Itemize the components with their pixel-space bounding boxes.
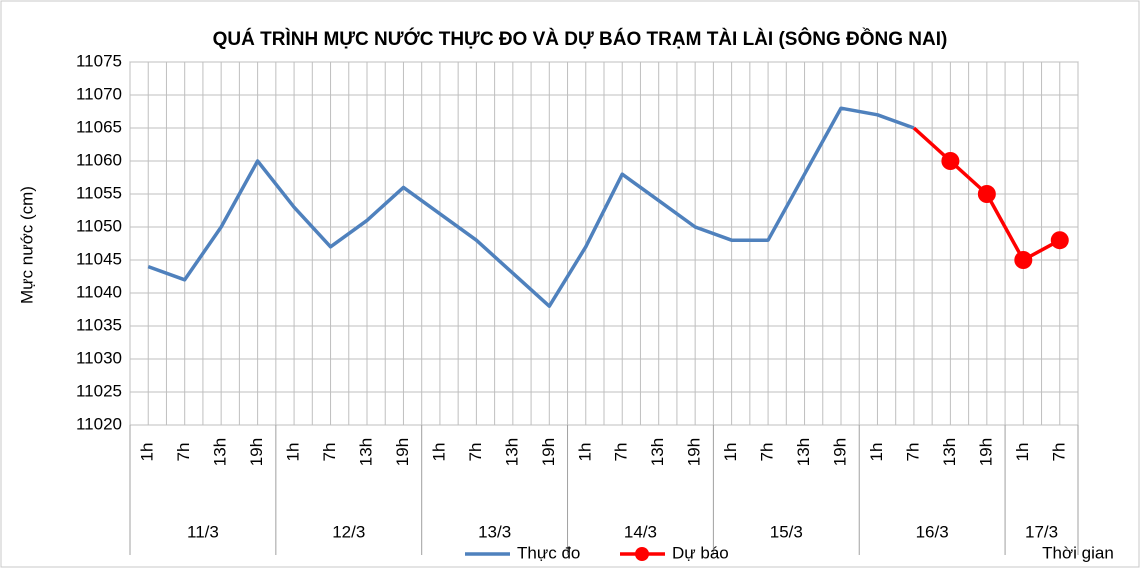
x-tick-label: 19h — [539, 438, 558, 466]
x-tick-label: 1h — [575, 443, 594, 462]
series-line — [147, 106, 915, 308]
x-tick-label: 7h — [758, 443, 777, 462]
legend-label: Thực đo — [517, 543, 580, 562]
y-tick-label: 11050 — [76, 216, 122, 235]
y-tick-label: 11065 — [76, 117, 122, 136]
y-tick-label: 11020 — [76, 414, 122, 433]
y-tick-label: 11045 — [76, 249, 122, 268]
x-tick-label: 13h — [940, 438, 959, 466]
y-tick-label: 11035 — [76, 315, 122, 334]
y-tick-label: 11055 — [76, 183, 122, 202]
y-tick-label: 11060 — [76, 150, 122, 169]
y-axis-label: Mực nước (cm) — [17, 186, 36, 304]
x-tick-label: 19h — [976, 438, 995, 466]
x-tick-label: 1h — [1013, 443, 1032, 462]
x-tick-label: 13h — [648, 438, 667, 466]
day-label: 13/3 — [478, 522, 511, 541]
x-tick-label: 13h — [502, 438, 521, 466]
x-tick-label: 13h — [794, 438, 813, 466]
x-tick-label: 7h — [174, 443, 193, 462]
x-tick-label: 1h — [721, 443, 740, 462]
x-tick-label: 7h — [612, 443, 631, 462]
x-tick-label: 1h — [284, 443, 303, 462]
day-label: 11/3 — [187, 522, 219, 541]
x-tick-label: 19h — [830, 438, 849, 466]
point — [1014, 251, 1033, 269]
x-tick-label: 7h — [320, 443, 339, 462]
legend-label: Dự báo — [672, 543, 729, 562]
day-label: 15/3 — [770, 522, 803, 541]
day-label: 17/3 — [1025, 522, 1058, 541]
y-tick-label: 11070 — [76, 84, 122, 103]
x-tick-label: 1h — [138, 443, 157, 462]
y-tick-label: 11030 — [76, 348, 122, 367]
day-label: 12/3 — [332, 522, 365, 541]
x-tick-label: 7h — [1049, 443, 1068, 462]
x-tick-label: 19h — [247, 438, 266, 466]
x-tick-label: 19h — [685, 438, 704, 466]
x-tick-label: 13h — [356, 438, 375, 466]
y-tick-label: 11025 — [76, 381, 122, 400]
x-tick-label: 13h — [211, 438, 230, 466]
y-tick-label: 11040 — [76, 282, 122, 301]
point — [1050, 231, 1069, 250]
x-tick-label: 19h — [393, 438, 412, 466]
point — [941, 152, 960, 170]
x-tick-label: 1h — [867, 443, 886, 462]
x-tick-label: 1h — [429, 443, 448, 462]
x-tick-label: 7h — [466, 443, 485, 462]
chart-title: QUÁ TRÌNH MỰC NƯỚC THỰC ĐO VÀ DỰ BÁO TRẠ… — [213, 28, 948, 50]
legend-marker — [635, 547, 649, 561]
point — [977, 185, 996, 203]
y-tick-label: 11075 — [76, 51, 122, 70]
day-label: 16/3 — [916, 522, 949, 541]
x-tick-label: 7h — [903, 443, 922, 462]
day-label: 14/3 — [624, 522, 657, 541]
